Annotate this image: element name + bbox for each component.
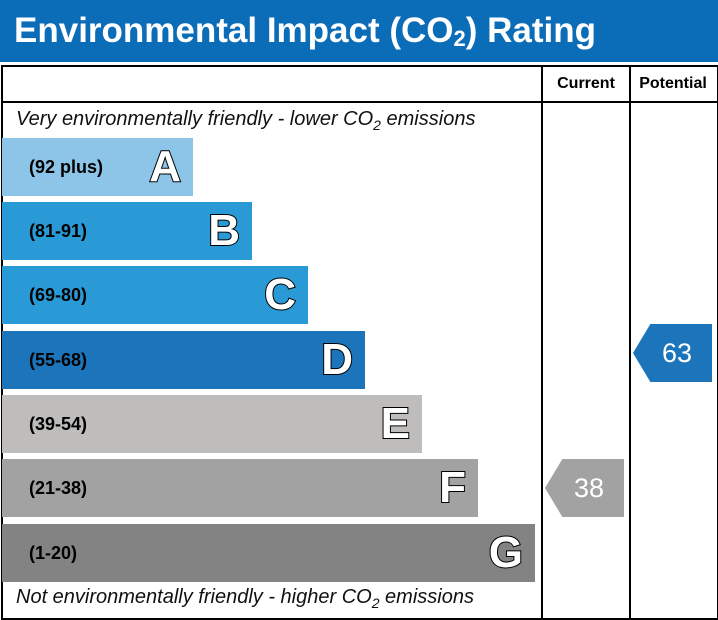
bottom-note: Not environmentally friendly - higher CO… xyxy=(16,586,474,611)
chart-title: Environmental Impact (CO2) Rating xyxy=(0,0,718,62)
divider xyxy=(629,65,631,618)
divider xyxy=(1,101,717,103)
note-text: Very environmentally friendly - lower CO xyxy=(16,108,374,130)
band-letter: B xyxy=(207,205,241,256)
band-letter: E xyxy=(380,398,411,449)
band-range: (92 plus) xyxy=(29,157,104,177)
column-header-potential: Potential xyxy=(639,75,707,92)
band-letter: D xyxy=(320,334,354,385)
band-letter: F xyxy=(438,462,467,513)
note-text: emissions xyxy=(379,586,474,608)
band-bar-d: (55-68) D xyxy=(2,331,365,389)
band-range: (21-38) xyxy=(29,478,88,498)
top-note: Very environmentally friendly - lower CO… xyxy=(16,108,475,133)
band-letter: C xyxy=(263,269,297,320)
band-bar-e: (39-54) E xyxy=(2,395,422,453)
band-bar-g: (1-20) G xyxy=(2,524,535,582)
band-bar-f: (21-38) F xyxy=(2,459,478,517)
band-bar-b: (81-91) B xyxy=(2,202,252,260)
potential-rating-value: 63 xyxy=(661,338,692,368)
band-range: (55-68) xyxy=(29,350,88,370)
band-range: (81-91) xyxy=(29,221,88,241)
band-bar-a: (92 plus) A xyxy=(2,138,193,196)
band-letter: A xyxy=(148,141,182,192)
band-letter: G xyxy=(488,527,524,578)
note-sub: 2 xyxy=(371,595,380,611)
band-range: (69-80) xyxy=(29,285,88,305)
note-text: emissions xyxy=(380,108,476,130)
potential-rating-arrow: 63 xyxy=(633,324,712,382)
title-subscript: 2 xyxy=(453,26,466,51)
band-bar-c: (69-80) C xyxy=(2,266,308,324)
current-rating-value: 38 xyxy=(573,473,604,503)
note-text: Not environmentally friendly - higher CO xyxy=(16,586,372,608)
note-sub: 2 xyxy=(373,117,381,133)
column-header-current: Current xyxy=(557,75,615,92)
title-text: Environmental Impact (CO xyxy=(14,11,454,50)
divider xyxy=(541,65,543,618)
band-range: (1-20) xyxy=(29,543,78,563)
band-range: (39-54) xyxy=(29,414,88,434)
current-rating-arrow: 38 xyxy=(545,459,624,517)
title-text-end: ) Rating xyxy=(465,11,597,50)
